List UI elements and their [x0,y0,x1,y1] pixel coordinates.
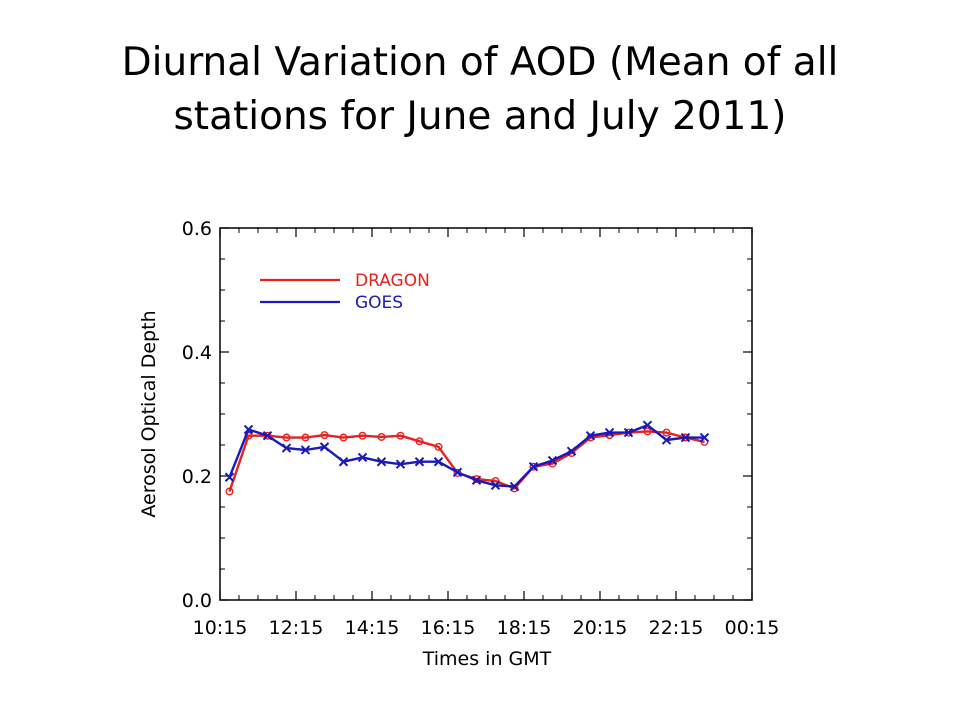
series-line-dragon [228,430,705,492]
data-point-goes [395,459,406,469]
data-point-goes [452,467,463,477]
data-point-goes [490,480,501,491]
x-tick-label: 14:15 [345,617,400,639]
slide-title: Diurnal Variation of AOD (Mean of all st… [60,36,900,144]
x-tick-label: 12:15 [269,617,324,639]
data-point-dragon [396,431,405,440]
data-point-goes [547,455,558,466]
data-point-goes [300,445,311,455]
series-layer [224,420,710,496]
data-point-goes [281,443,292,453]
y-axis-label: Aerosol Optical Depth [138,310,160,517]
data-point-dragon [225,487,234,496]
data-point-dragon [434,442,443,451]
slide-title-line-1: Diurnal Variation of AOD (Mean of all [121,40,839,85]
data-point-dragon [377,432,386,441]
data-point-goes [262,430,273,441]
data-point-goes [604,427,615,438]
data-point-dragon [643,427,652,436]
data-point-goes [528,461,539,472]
x-tick-label: 18:15 [497,617,552,639]
data-point-goes [566,446,577,456]
data-point-dragon [301,433,310,442]
slide-title-line-2: stations for June and July 2011) [173,94,787,139]
data-point-goes [319,442,330,452]
data-point-dragon [662,428,671,437]
data-point-goes [509,481,520,492]
data-point-goes [699,432,710,443]
plot-frame [219,227,753,601]
data-point-goes [224,472,235,482]
y-axis: 0.0 0.2 0.4 0.6 [182,218,752,612]
series-goes [224,420,710,492]
data-point-dragon [320,431,329,440]
x-tick-label: 16:15 [421,617,476,639]
data-point-goes [642,420,653,430]
x-axis-label: Times in GMT [422,648,552,670]
x-tick-label: 00:15 [725,617,780,639]
legend-label-goes: GOES [355,293,403,313]
data-point-goes [338,457,349,467]
y-tick-label: 0.2 [182,466,212,488]
x-tick-label: 20:15 [573,617,628,639]
legend-label-dragon: DRAGON [355,271,430,291]
x-tick-label: 10:15 [193,617,248,639]
data-point-dragon [339,433,348,442]
data-point-goes [243,424,254,435]
y-tick-label: 0.6 [182,218,212,240]
data-point-dragon [415,437,424,446]
data-point-goes [357,452,368,463]
data-point-dragon [358,431,367,440]
data-point-goes [585,430,596,441]
data-point-goes [376,457,387,467]
data-point-goes [623,427,634,438]
x-axis: 10:15 12:15 14:15 16:15 18:15 20:15 22:15 00:15 [193,228,780,639]
data-point-goes [471,475,482,486]
series-line-goes [228,424,705,488]
data-point-goes [680,432,691,443]
data-point-goes [414,457,425,467]
data-point-goes [661,435,672,445]
y-tick-label: 0.4 [182,342,212,364]
y-tick-label: 0.0 [182,590,212,612]
x-tick-label: 22:15 [649,617,704,639]
series-dragon [225,427,709,496]
data-point-goes [433,457,444,467]
data-point-dragon [282,433,291,442]
